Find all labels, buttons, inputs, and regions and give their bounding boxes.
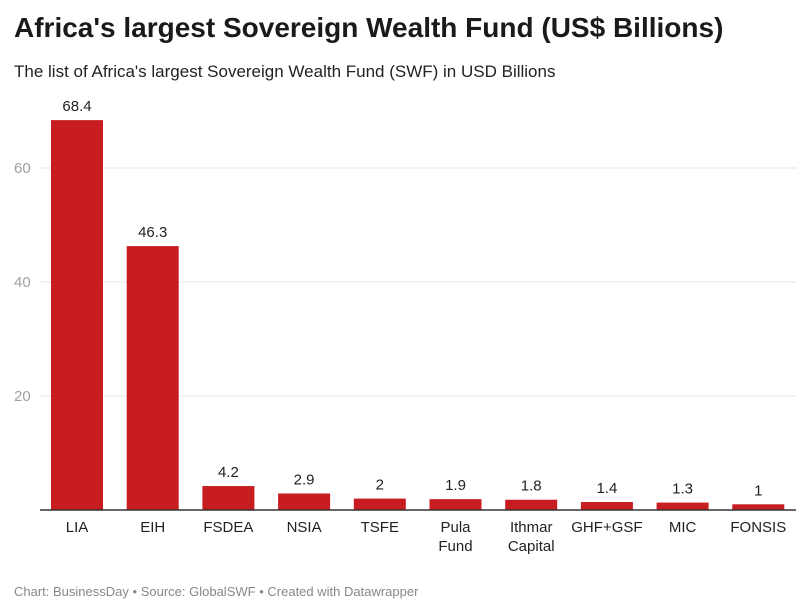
data-label: 1.8 <box>521 478 542 495</box>
x-tick-label: MIC <box>669 519 697 536</box>
footer-separator: • <box>259 584 264 599</box>
bar <box>505 499 558 510</box>
x-tick-label: FSDEA <box>203 519 253 536</box>
bar <box>732 504 785 510</box>
data-label: 1 <box>754 482 762 499</box>
bar <box>353 498 406 510</box>
tool-credit: Created with Datawrapper <box>267 584 419 599</box>
x-tick-label: Ithmar <box>510 519 553 536</box>
y-tick-label: 20 <box>14 388 31 405</box>
bar <box>126 246 179 510</box>
x-tick-label: Pula <box>440 519 471 536</box>
bar <box>580 502 633 510</box>
bar <box>202 486 255 510</box>
chart-footer: Chart: BusinessDay • Source: GlobalSWF •… <box>14 584 418 599</box>
y-tick-label: 60 <box>14 160 31 177</box>
chart-credit: Chart: BusinessDay <box>14 584 129 599</box>
data-label: 2 <box>376 477 384 494</box>
x-tick-label: TSFE <box>361 519 399 536</box>
x-tick-label: NSIA <box>287 519 322 536</box>
bar <box>429 499 482 510</box>
bar <box>656 502 709 510</box>
x-tick-label: LIA <box>66 519 89 536</box>
footer-separator: • <box>132 584 138 599</box>
chart-subtitle: The list of Africa's largest Sovereign W… <box>14 62 556 81</box>
bar <box>278 493 331 510</box>
bar-chart: 20 40 60 68.4 LIA 46.3 EIH 4.2 FSDEA 2.9 NSIA 2 TSFE… <box>14 98 796 555</box>
data-label: 4.2 <box>218 464 239 481</box>
data-label: 1.9 <box>445 477 466 494</box>
x-tick-label: GHF+GSF <box>571 519 642 536</box>
chart-title: Africa's largest Sovereign Wealth Fund (… <box>14 12 724 43</box>
source-credit: Source: GlobalSWF <box>140 584 256 599</box>
bar <box>51 120 103 511</box>
x-tick-label: EIH <box>140 519 165 536</box>
data-label: 68.4 <box>62 98 91 115</box>
data-label: 46.3 <box>138 224 167 241</box>
x-tick-label: Fund <box>438 538 472 555</box>
x-tick-label: FONSIS <box>730 519 786 536</box>
y-tick-label: 40 <box>14 274 31 291</box>
data-label: 2.9 <box>294 471 315 488</box>
data-label: 1.4 <box>596 480 617 497</box>
x-tick-label: Capital <box>508 538 555 555</box>
data-label: 1.3 <box>672 481 693 498</box>
